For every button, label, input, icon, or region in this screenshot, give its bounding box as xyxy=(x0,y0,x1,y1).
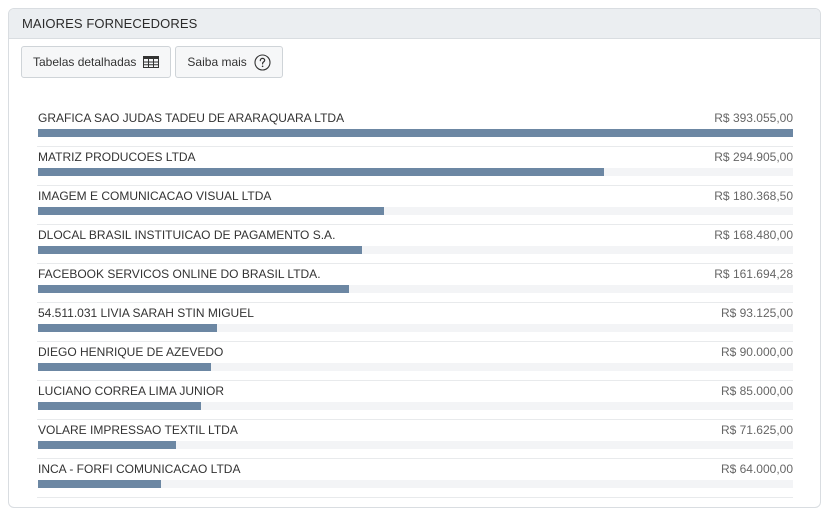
supplier-name: GRAFICA SAO JUDAS TADEU DE ARARAQUARA LT… xyxy=(38,111,345,125)
supplier-name: IMAGEM E COMUNICACAO VISUAL LTDA xyxy=(38,189,272,203)
supplier-bar xyxy=(38,168,605,176)
supplier-value: R$ 90.000,00 xyxy=(720,345,793,359)
supplier-row: 54.511.031 LIVIA SARAH STIN MIGUEL R$ 93.… xyxy=(37,303,793,342)
table-icon xyxy=(143,56,160,68)
supplier-name: FACEBOOK SERVICOS ONLINE DO BRASIL LTDA. xyxy=(38,267,321,281)
detailed-tables-label: Tabelas detalhadas xyxy=(33,55,137,69)
supplier-name: MATRIZ PRODUCOES LTDA xyxy=(38,150,196,164)
supplier-bar-track xyxy=(38,480,793,488)
supplier-value: R$ 71.625,00 xyxy=(720,423,793,437)
supplier-value: R$ 64.000,00 xyxy=(720,462,793,476)
supplier-bar xyxy=(38,129,793,137)
supplier-row: INCA - FORFI COMUNICACAO LTDA R$ 64.000,0… xyxy=(37,459,793,498)
learn-more-button[interactable]: Saiba mais xyxy=(175,46,283,78)
question-circle-icon xyxy=(254,53,271,71)
supplier-bar xyxy=(38,246,362,254)
supplier-bar-track xyxy=(38,285,793,293)
panel-header: MAIORES FORNECEDORES xyxy=(9,9,820,39)
supplier-bar-track xyxy=(38,402,793,410)
supplier-row: VOLARE IMPRESSAO TEXTIL LTDA R$ 71.625,00 xyxy=(37,420,793,459)
supplier-bar xyxy=(38,363,211,371)
supplier-bar-track xyxy=(38,324,793,332)
supplier-bar xyxy=(38,324,217,332)
supplier-name: VOLARE IMPRESSAO TEXTIL LTDA xyxy=(38,423,238,437)
supplier-value: R$ 161.694,28 xyxy=(714,267,793,281)
supplier-value: R$ 93.125,00 xyxy=(720,306,793,320)
supplier-value: R$ 85.000,00 xyxy=(720,384,793,398)
supplier-bar-track xyxy=(38,168,793,176)
supplier-name: LUCIANO CORREA LIMA JUNIOR xyxy=(38,384,225,398)
supplier-name: DIEGO HENRIQUE DE AZEVEDO xyxy=(38,345,224,359)
supplier-bar-track xyxy=(38,246,793,254)
learn-more-label: Saiba mais xyxy=(187,55,247,69)
supplier-bar xyxy=(38,441,176,449)
supplier-row: GRAFICA SAO JUDAS TADEU DE ARARAQUARA LT… xyxy=(37,108,793,147)
supplier-bar xyxy=(38,207,385,215)
supplier-bar-track xyxy=(38,441,793,449)
supplier-name: 54.511.031 LIVIA SARAH STIN MIGUEL xyxy=(38,306,254,320)
supplier-row: LUCIANO CORREA LIMA JUNIOR R$ 85.000,00 xyxy=(37,381,793,420)
supplier-bar xyxy=(38,402,202,410)
supplier-bar-track xyxy=(38,207,793,215)
supplier-value: R$ 168.480,00 xyxy=(714,228,793,242)
supplier-row: FACEBOOK SERVICOS ONLINE DO BRASIL LTDA.… xyxy=(37,264,793,303)
supplier-bar xyxy=(38,285,349,293)
panel-title: MAIORES FORNECEDORES xyxy=(22,16,198,31)
supplier-row: IMAGEM E COMUNICACAO VISUAL LTDA R$ 180.3… xyxy=(37,186,793,225)
top-suppliers-panel: MAIORES FORNECEDORES Tabelas detalhadas … xyxy=(8,8,821,508)
supplier-value: R$ 180.368,50 xyxy=(714,189,793,203)
supplier-list: GRAFICA SAO JUDAS TADEU DE ARARAQUARA LT… xyxy=(37,108,793,498)
supplier-name: DLOCAL BRASIL INSTITUICAO DE PAGAMENTO S… xyxy=(38,228,336,242)
supplier-bar-track xyxy=(38,129,793,137)
supplier-row: MATRIZ PRODUCOES LTDA R$ 294.905,00 xyxy=(37,147,793,186)
supplier-row: DLOCAL BRASIL INSTITUICAO DE PAGAMENTO S… xyxy=(37,225,793,264)
supplier-name: INCA - FORFI COMUNICACAO LTDA xyxy=(38,462,241,476)
supplier-value: R$ 393.055,00 xyxy=(714,111,793,125)
detailed-tables-button[interactable]: Tabelas detalhadas xyxy=(21,46,172,78)
supplier-bar-track xyxy=(38,363,793,371)
supplier-value: R$ 294.905,00 xyxy=(714,150,793,164)
supplier-bar xyxy=(38,480,161,488)
toolbar: Tabelas detalhadas Saiba mais xyxy=(21,46,283,78)
supplier-row: DIEGO HENRIQUE DE AZEVEDO R$ 90.000,00 xyxy=(37,342,793,381)
